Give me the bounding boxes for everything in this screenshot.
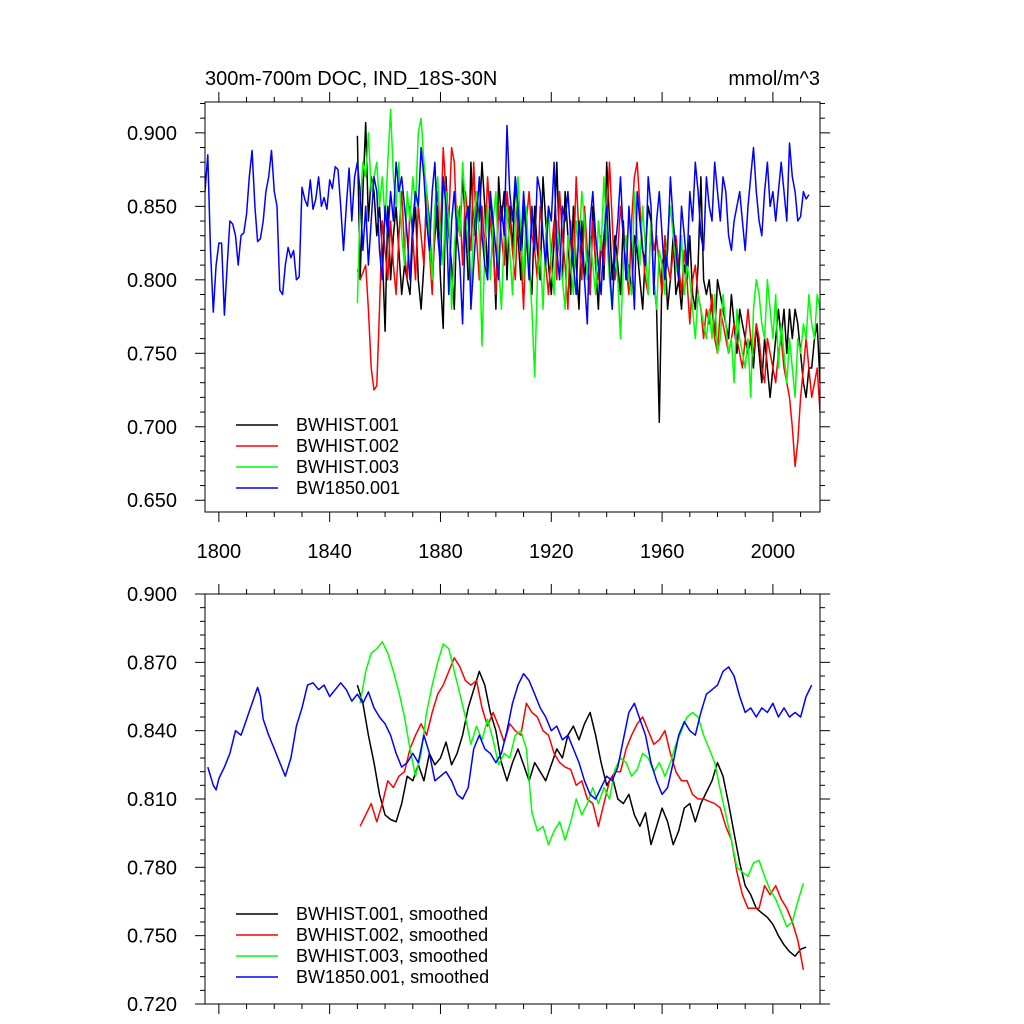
y-tick-label: 0.700	[127, 417, 177, 439]
series-line-bw1850-001	[205, 124, 810, 325]
y-tick-label: 0.870	[127, 652, 177, 674]
x-tick-label: 1920	[529, 541, 574, 563]
y-tick-label: 0.750	[127, 343, 177, 365]
legend-label: BWHIST.003	[296, 457, 399, 477]
plot-frame	[204, 101, 821, 513]
series-line-bwhist-002-smoothed	[359, 657, 805, 970]
y-tick-label: 0.850	[127, 196, 177, 218]
y-tick-label: 0.720	[127, 994, 177, 1016]
legend-label: BWHIST.003, smoothed	[296, 946, 488, 966]
series-line-bwhist-003	[356, 108, 820, 399]
legend-label: BW1850.001	[296, 478, 400, 498]
x-tick-label: 1880	[418, 541, 463, 563]
y-tick-label: 0.650	[127, 490, 177, 512]
bottom-panel: 0.720 0.750 0.780 0.810 0.840 0.870 0.900 BWHIS…	[127, 584, 830, 1016]
top-panel-title: 300m-700m DOC, IND_18S-30N	[205, 68, 497, 90]
legend-label: BWHIST.001	[296, 415, 399, 435]
legend-label: BW1850.001, smoothed	[296, 967, 489, 987]
x-tick-label: 1840	[307, 541, 352, 563]
y-tick-label: 0.810	[127, 789, 177, 811]
y-tick-label: 0.780	[127, 857, 177, 879]
series-line-bwhist-003-smoothed	[359, 641, 805, 928]
legend-label: BWHIST.002	[296, 436, 399, 456]
y-tick-label: 0.840	[127, 721, 177, 743]
x-tick-label: 2000	[751, 541, 796, 563]
series-line-bw1850-001-smoothed	[207, 666, 813, 800]
y-tick-label: 0.900	[127, 584, 177, 606]
y-tick-label: 0.750	[127, 926, 177, 948]
x-tick-label: 1960	[640, 541, 685, 563]
y-tick-label: 0.800	[127, 270, 177, 292]
x-tick-label: 1800	[197, 541, 242, 563]
top-panel: 300m-700m DOC, IND_18S-30N mmol/m^3 1800…	[127, 68, 830, 563]
legend-label: BWHIST.001, smoothed	[296, 904, 488, 924]
legend-label: BWHIST.002, smoothed	[296, 925, 488, 945]
y-tick-label: 0.900	[127, 123, 177, 145]
top-panel-units: mmol/m^3	[728, 68, 820, 90]
series-line-bwhist-001-smoothed	[356, 670, 807, 957]
